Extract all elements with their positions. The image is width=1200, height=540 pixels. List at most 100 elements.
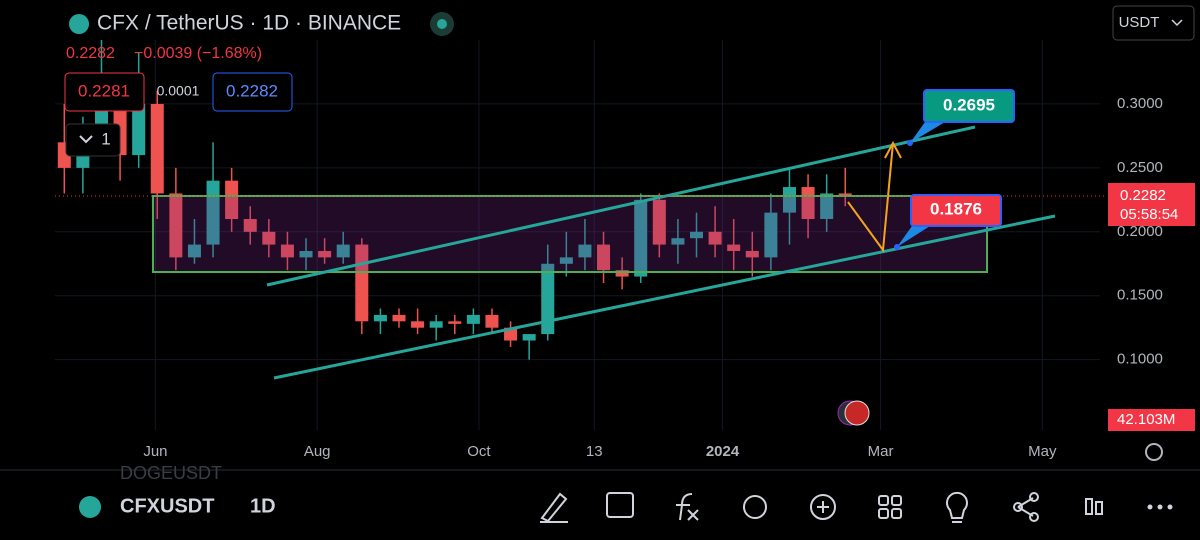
- y-tick-label: 0.1000: [1117, 351, 1163, 368]
- chart-type-tool[interactable]: [1085, 498, 1093, 515]
- x-tick-label: Mar: [868, 443, 894, 460]
- candle-body: [652, 199, 666, 245]
- currency-button[interactable]: [1112, 5, 1195, 41]
- candle-body: [132, 103, 146, 156]
- anchor: [894, 244, 900, 250]
- currency: USDT: [1119, 14, 1160, 31]
- share-node: [1013, 502, 1023, 512]
- candle-body: [392, 314, 406, 322]
- ask: 0.2282: [226, 81, 278, 100]
- callout-text: 0.2695: [943, 95, 995, 114]
- candle-body: [671, 238, 685, 245]
- chevron: [1171, 19, 1183, 27]
- x-tick-label: 13: [586, 443, 603, 460]
- channel-upper[interactable]: [266, 125, 976, 287]
- candle-body: [782, 187, 796, 213]
- callout-target[interactable]: [923, 89, 1015, 123]
- y-tick-label: 0.3000: [1117, 95, 1163, 112]
- symbol-title[interactable]: CFX / TetherUS · 1D · BINANCE: [97, 12, 401, 35]
- projection-path: [847, 142, 894, 253]
- toolbar: [0, 484, 1200, 540]
- y-tick-label: 0.1500: [1117, 287, 1163, 304]
- candle-body: [336, 244, 350, 258]
- more-dot[interactable]: [1147, 504, 1153, 510]
- price-change: −0.0039 (−1.68%): [134, 45, 262, 62]
- layout-tool: [891, 495, 902, 506]
- candle-body: [373, 314, 387, 322]
- candle-body: [411, 321, 425, 328]
- callout-text: 0.1876: [930, 199, 982, 218]
- x-tick-label: Jun: [143, 443, 167, 460]
- price-tag: [1108, 183, 1195, 226]
- footer-symbol[interactable]: CFXUSDT: [120, 495, 214, 517]
- candle-body: [838, 193, 852, 196]
- event-icon[interactable]: [844, 400, 870, 426]
- footer-interval[interactable]: 1D: [250, 495, 276, 517]
- arrow-head: [884, 140, 902, 159]
- indicator-count: 1: [101, 129, 110, 148]
- callout-support[interactable]: [910, 194, 1002, 227]
- chevron: [79, 135, 93, 144]
- channel-lower[interactable]: [273, 214, 1056, 380]
- candle-body: [689, 231, 704, 239]
- candle-body: [634, 199, 648, 277]
- candle-body: [169, 193, 183, 258]
- last-price: 0.2282: [66, 45, 115, 62]
- x-tick-label: Oct: [467, 443, 491, 460]
- candle-body: [708, 231, 722, 245]
- y-tick-label: 0.2500: [1117, 159, 1163, 176]
- alert-tool[interactable]: [743, 495, 767, 519]
- sell-button[interactable]: [64, 72, 145, 112]
- candle-body: [559, 257, 573, 264]
- market-dot: [437, 19, 447, 29]
- layout-tool: [878, 508, 889, 519]
- ideas-tool[interactable]: [946, 491, 968, 523]
- candle-body: [578, 244, 592, 258]
- candle-body: [150, 103, 164, 194]
- buy-button[interactable]: [212, 72, 293, 112]
- x-tick-label: May: [1028, 443, 1057, 460]
- more-dot: [1157, 504, 1163, 510]
- candle-body: [429, 321, 443, 328]
- callout-pointer: [897, 226, 930, 247]
- x-tick-label: Aug: [304, 443, 331, 460]
- share-node: [1029, 492, 1039, 502]
- price-tag-value: 0.2282: [1120, 187, 1166, 204]
- candle-body: [541, 263, 555, 335]
- candle-body: [262, 231, 276, 245]
- candle-body: [820, 193, 834, 220]
- x-tick-label: 2024: [706, 443, 740, 460]
- plus: [817, 501, 829, 513]
- settings-icon[interactable]: [1145, 443, 1163, 461]
- candle-body: [280, 244, 294, 258]
- candle-body: [727, 244, 741, 251]
- candle-body: [745, 250, 759, 258]
- layout-tool[interactable]: [878, 495, 889, 506]
- previous-symbol: DOGEUSDT: [120, 463, 222, 483]
- candle-body: [448, 321, 462, 324]
- candle-body: [764, 212, 778, 258]
- chart-type-tool: [1095, 501, 1103, 515]
- indicators-tool[interactable]: [676, 493, 699, 521]
- candle-body: [225, 180, 239, 220]
- notes-tool[interactable]: [606, 492, 634, 518]
- countdown: 05:58:54: [1120, 206, 1178, 223]
- candle-body: [485, 314, 499, 328]
- candle-body: [466, 314, 480, 324]
- y-tick-label: 0.2000: [1117, 223, 1163, 240]
- symbol-logo: [79, 496, 101, 518]
- candle-body: [243, 219, 257, 232]
- add-tool[interactable]: [810, 494, 836, 520]
- callout-pointer: [910, 122, 945, 143]
- anchor: [907, 140, 913, 146]
- more-dot: [1167, 504, 1173, 510]
- candle-body: [615, 270, 629, 277]
- range-box[interactable]: [152, 195, 988, 273]
- candle-body: [318, 250, 332, 258]
- candle-body: [597, 244, 611, 271]
- draw-tool[interactable]: [540, 492, 568, 523]
- collapse-button[interactable]: [65, 123, 121, 157]
- candle-body: [522, 334, 536, 341]
- volume-tag-value: 42.103M: [1117, 411, 1175, 428]
